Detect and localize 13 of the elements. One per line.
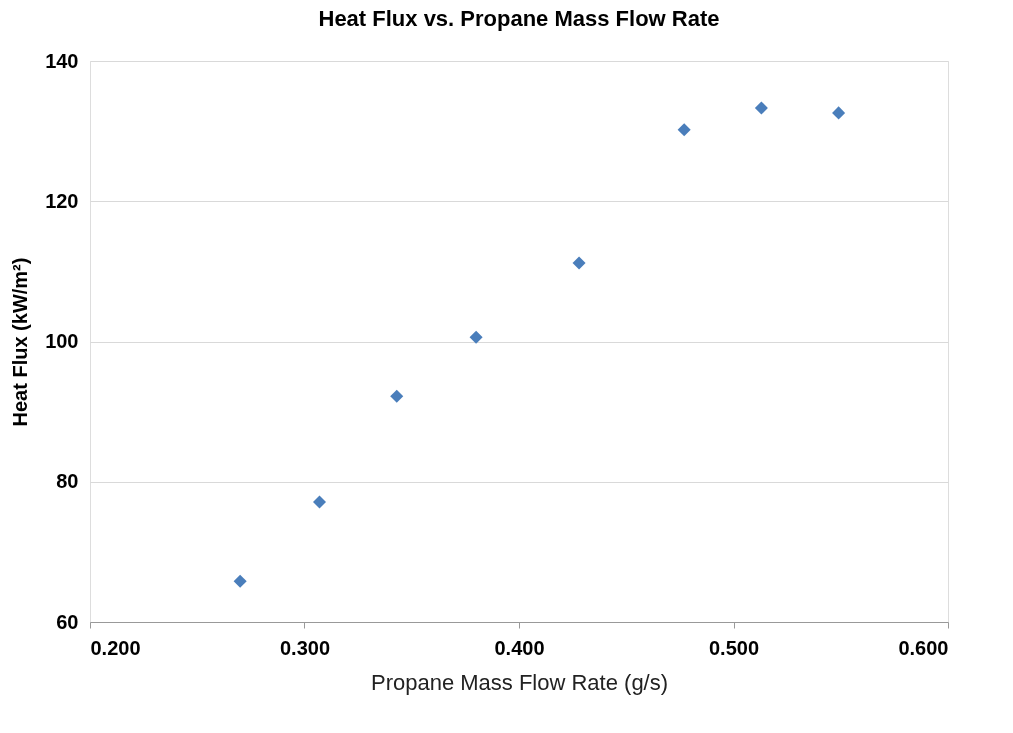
x-tick-label: 0.400 [494,636,545,659]
y-tick-label: 120 [45,189,79,212]
y-tick-label: 60 [56,610,79,633]
x-tick-label: 0.500 [708,636,760,659]
chart-title: Heat Flux vs. Propane Mass Flow Rate [318,6,720,31]
y-tick-label: 100 [45,330,79,352]
x-tick-label: 0.200 [90,636,141,659]
x-tick-label: 0.600 [898,636,949,659]
x-tick-label: 0.300 [279,636,331,659]
y-tick-label: 80 [56,470,79,493]
y-axis-title: Heat Flux (kW/m²) [9,257,32,427]
x-axis-title: Propane Mass Flow Rate (g/s) [370,669,669,695]
y-tick-label: 140 [45,49,79,72]
